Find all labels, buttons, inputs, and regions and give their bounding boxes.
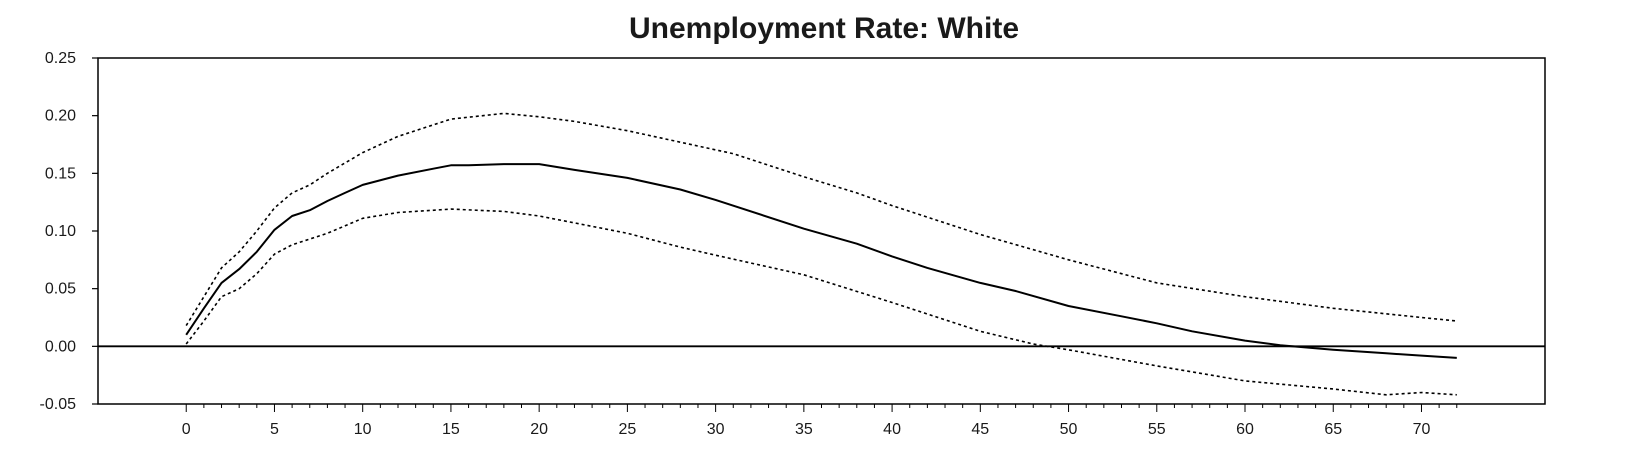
upper-band-line xyxy=(185,112,1457,327)
y-tick-label: 0.20 xyxy=(45,108,76,125)
x-tick-label: 50 xyxy=(1060,421,1078,438)
y-tick-label: 0.15 xyxy=(45,165,76,182)
x-tick-label: 40 xyxy=(883,421,901,438)
y-tick-label: 0.25 xyxy=(45,50,76,67)
x-tick-label: 25 xyxy=(618,421,636,438)
x-tick-label: 20 xyxy=(530,421,548,438)
x-tick-label: 15 xyxy=(442,421,460,438)
x-tick-label: 45 xyxy=(971,421,989,438)
y-axis: -0.05 0.00 0.05 0.10 0.15 0.20 0.25 xyxy=(40,50,98,413)
y-tick-label: -0.05 xyxy=(40,396,77,413)
x-tick-label: 55 xyxy=(1148,421,1166,438)
y-tick-label: 0.05 xyxy=(45,281,76,298)
x-axis: 0 5 10 15 20 25 30 35 40 45 50 55 60 65 70 xyxy=(182,404,1458,438)
chart-title: Unemployment Rate: White xyxy=(629,12,1019,45)
x-tick-label: 65 xyxy=(1324,421,1342,438)
impulse-response-line xyxy=(185,163,1457,359)
x-tick-label: 5 xyxy=(270,421,279,438)
series-layer xyxy=(185,112,1457,396)
x-tick-label: 70 xyxy=(1413,421,1431,438)
x-tick-label: 60 xyxy=(1236,421,1254,438)
y-tick-label: 0.10 xyxy=(45,223,76,240)
x-tick-label: 10 xyxy=(354,421,372,438)
lower-band-line xyxy=(185,208,1457,396)
plot-frame xyxy=(97,57,1546,405)
x-tick-label: 30 xyxy=(707,421,725,438)
x-tick-label: 35 xyxy=(795,421,813,438)
y-tick-label: 0.00 xyxy=(45,338,76,355)
x-tick-label: 0 xyxy=(182,421,191,438)
